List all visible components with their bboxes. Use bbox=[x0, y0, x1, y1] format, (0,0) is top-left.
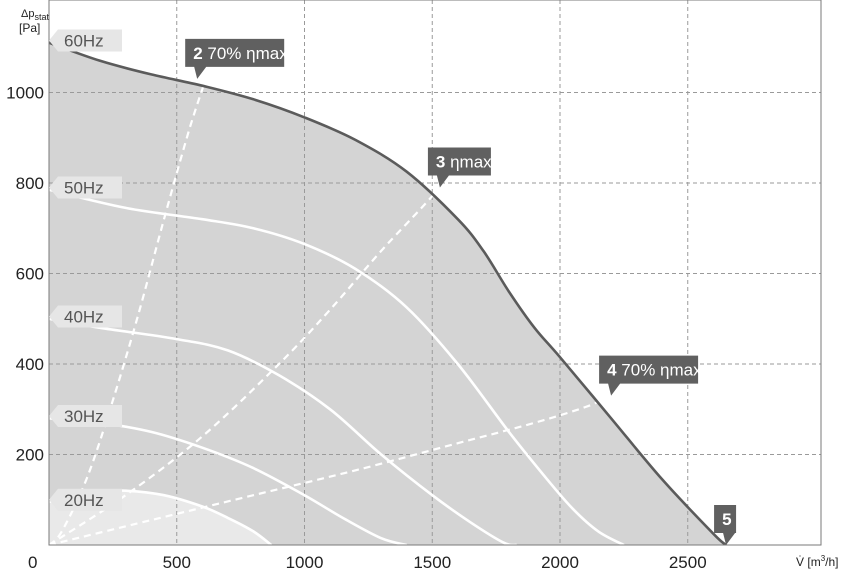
y-axis-unit: [Pa] bbox=[19, 21, 40, 35]
operating-area-fill bbox=[49, 42, 727, 545]
frequency-tag-text: 20Hz bbox=[64, 491, 104, 510]
x-tick-label: 1000 bbox=[286, 553, 324, 571]
plot-frame bbox=[48, 0, 822, 546]
frequency-tag-bg bbox=[49, 405, 122, 428]
x-tick-label: 2500 bbox=[669, 553, 707, 571]
frequency-curve-50Hz bbox=[49, 188, 625, 545]
frequency-tag-text: 30Hz bbox=[64, 407, 104, 426]
callout-label: ηmax bbox=[445, 153, 492, 172]
callout-text: 2 70% ηmax bbox=[193, 44, 288, 63]
callout-number: 5 bbox=[722, 510, 731, 529]
callout-bg bbox=[427, 147, 491, 188]
frequency-tag-50Hz: 50Hz bbox=[49, 176, 122, 199]
callout-number: 3 bbox=[436, 153, 445, 172]
frequency-tag-20Hz: 20Hz bbox=[49, 488, 122, 511]
x-axis-unit-close: /h] bbox=[825, 555, 838, 569]
callout-bg bbox=[599, 355, 699, 396]
x-axis-label: V̇ [m3/h] bbox=[796, 554, 839, 569]
frequency-tag-text: 60Hz bbox=[64, 31, 104, 50]
y-axis-sub-stat: stat bbox=[34, 12, 49, 22]
frequency-tag-bg bbox=[49, 305, 122, 328]
y-axis-label: Δpstat [Pa] bbox=[19, 8, 49, 35]
callout-3: 3 ηmax bbox=[427, 147, 492, 188]
efficiency-line-4 bbox=[49, 394, 612, 545]
y-tick-label: 800 bbox=[16, 174, 44, 193]
frequency-tag-bg bbox=[49, 176, 122, 199]
frequency-tag-40Hz: 40Hz bbox=[49, 305, 122, 328]
frequency-tag-text: 50Hz bbox=[64, 179, 104, 198]
x-tick-label: 1500 bbox=[413, 553, 451, 571]
svg-text:Δpstat: Δpstat bbox=[21, 8, 49, 22]
callout-bg bbox=[714, 505, 737, 545]
y-axis-delta-p: Δp bbox=[21, 8, 34, 20]
origin-label: 0 bbox=[28, 553, 37, 571]
max-curve-60hz bbox=[49, 41, 727, 545]
y-tick-label: 600 bbox=[16, 265, 44, 284]
efficiency-line-2 bbox=[49, 74, 209, 545]
callout-number: 4 bbox=[607, 361, 617, 380]
frequency-tag-text: 40Hz bbox=[64, 307, 104, 326]
callout-bg bbox=[185, 38, 285, 79]
x-tick-label: 500 bbox=[163, 553, 191, 571]
callout-text: 5 bbox=[722, 510, 731, 529]
callout-label: 70% ηmax bbox=[617, 361, 703, 380]
callout-label: 70% ηmax bbox=[203, 44, 289, 63]
frequency-tag-bg bbox=[49, 488, 122, 511]
y-tick-label: 1000 bbox=[6, 84, 44, 103]
svg-text:V̇ [m3/h]: V̇ [m3/h] bbox=[796, 554, 839, 569]
callout-text: 4 70% ηmax bbox=[607, 361, 702, 380]
frequency-tag-60Hz: 60Hz bbox=[49, 29, 122, 52]
callout-number: 2 bbox=[193, 44, 202, 63]
callout-text: 3 ηmax bbox=[436, 153, 492, 172]
frequency-tag-bg bbox=[49, 29, 122, 52]
callout-2: 2 70% ηmax bbox=[185, 38, 288, 79]
y-tick-label: 400 bbox=[16, 355, 44, 374]
x-tick-label: 2000 bbox=[541, 553, 579, 571]
x-axis-symbol: V̇ bbox=[796, 555, 804, 569]
frequency-curve-40Hz bbox=[49, 317, 517, 545]
x-axis-unit-sup: 3 bbox=[821, 554, 826, 563]
callout-4: 4 70% ηmax bbox=[599, 355, 702, 396]
frequency-tag-30Hz: 30Hz bbox=[49, 405, 122, 428]
x-axis-unit-open: [m bbox=[807, 555, 820, 569]
plot-area bbox=[48, 0, 822, 546]
y-tick-label: 200 bbox=[16, 446, 44, 465]
callout-5: 5 bbox=[714, 505, 737, 545]
